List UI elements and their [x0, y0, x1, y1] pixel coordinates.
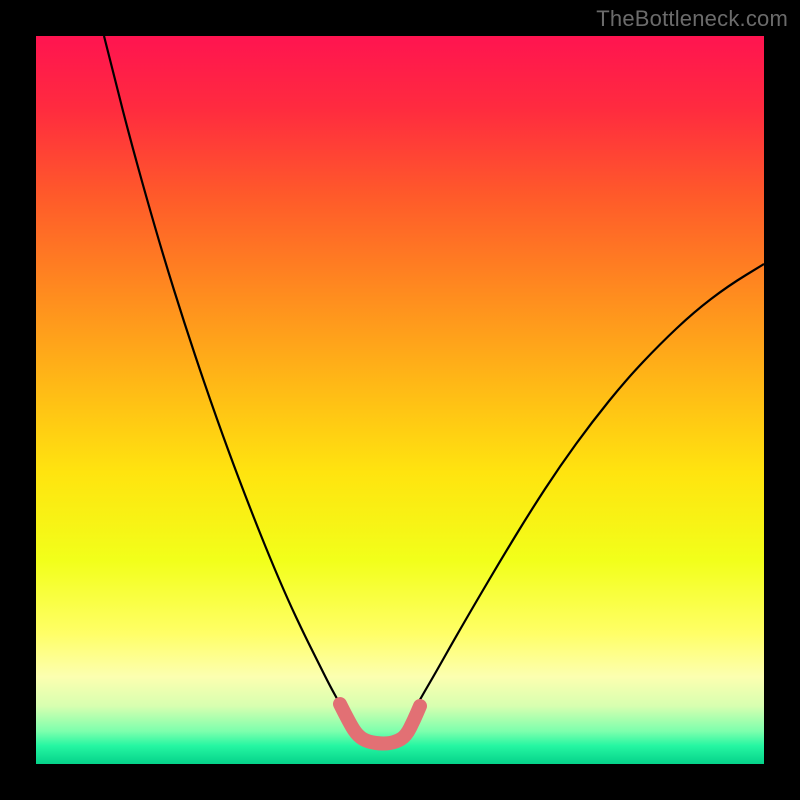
- watermark-text: TheBottleneck.com: [596, 6, 788, 32]
- bottleneck-curve-left: [104, 36, 350, 724]
- bottleneck-valley-highlight: [340, 704, 420, 744]
- chart-plot-area: [36, 36, 764, 764]
- bottleneck-curve-right: [406, 264, 764, 724]
- chart-curves: [36, 36, 764, 764]
